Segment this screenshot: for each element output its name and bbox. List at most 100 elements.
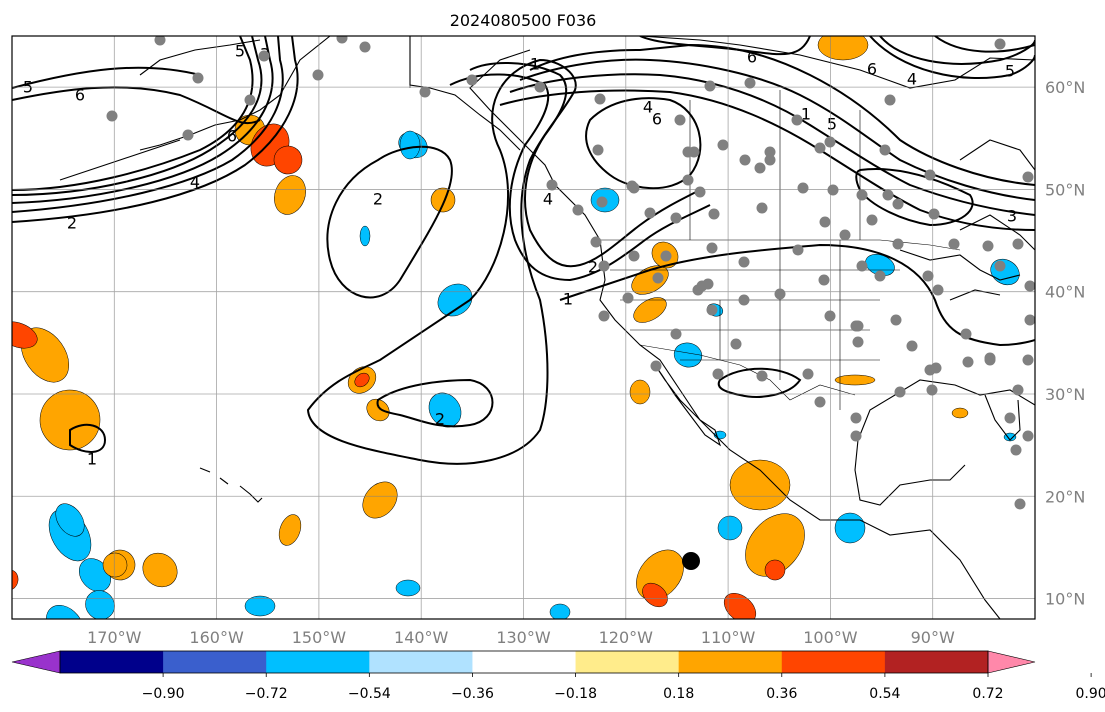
colorbar-swatch xyxy=(60,651,164,673)
contour-label: 4 xyxy=(907,70,917,89)
colorbar-tick-label: −0.36 xyxy=(451,686,494,702)
station-marker xyxy=(258,50,270,62)
anomaly-shade xyxy=(366,398,390,422)
station-marker xyxy=(984,354,996,366)
station-marker xyxy=(802,368,814,380)
contour-label: 5 xyxy=(827,115,837,134)
anomaly-shade xyxy=(273,145,303,175)
contour-line xyxy=(499,89,1035,231)
station-marker xyxy=(622,292,634,304)
colorbar-swatch xyxy=(472,651,577,673)
station-marker xyxy=(852,336,864,348)
anomaly-shade xyxy=(12,569,19,591)
latitude-label: 40°N xyxy=(1045,283,1085,302)
station-marker xyxy=(628,250,640,262)
coastline-aleutians xyxy=(59,139,181,181)
contour-line xyxy=(12,36,254,191)
station-marker xyxy=(738,294,750,306)
colorbar-swatch xyxy=(369,651,473,673)
station-marker xyxy=(1014,498,1026,510)
station-marker xyxy=(774,288,786,300)
station-marker xyxy=(852,320,864,332)
anomaly-shade xyxy=(0,0,22,19)
station-marker xyxy=(922,270,934,282)
anomaly-shade xyxy=(717,515,743,541)
anomaly-shade xyxy=(354,372,370,388)
contour-label: 3 xyxy=(1007,207,1017,226)
contour-line xyxy=(529,43,1035,186)
longitude-label: 150°W xyxy=(292,628,347,647)
contour-line xyxy=(306,58,577,465)
anomaly-shade xyxy=(102,552,128,578)
contour-label: 4 xyxy=(543,190,553,209)
station-marker xyxy=(756,202,768,214)
station-marker xyxy=(682,174,694,186)
contour-line xyxy=(69,423,107,453)
station-marker xyxy=(572,204,584,216)
station-marker xyxy=(712,368,724,380)
station-marker xyxy=(717,139,729,151)
station-marker xyxy=(644,207,656,219)
contour-label: 6 xyxy=(75,86,85,105)
station-marker xyxy=(1012,384,1024,396)
latitude-label: 60°N xyxy=(1045,78,1085,97)
anomaly-shade xyxy=(428,392,462,428)
anomaly-shade xyxy=(395,579,421,597)
station-marker xyxy=(670,328,682,340)
station-marker xyxy=(244,94,256,106)
latitude-labels: 10°N 20°N 30°N 40°N 50°N 60°N xyxy=(1045,78,1085,608)
station-marker xyxy=(1012,238,1024,250)
station-marker xyxy=(739,154,751,166)
station-marker xyxy=(419,86,431,98)
station-marker xyxy=(856,260,868,272)
contour-label: 2 xyxy=(588,258,598,277)
anomaly-shade xyxy=(399,130,421,160)
longitude-label: 110°W xyxy=(701,628,756,647)
colorbar-tick-label: 0.90 xyxy=(1076,686,1105,702)
station-marker xyxy=(818,274,830,286)
colorbar-tick-label: 0.36 xyxy=(766,686,797,702)
station-marker xyxy=(670,212,682,224)
colorbar-extend-high xyxy=(987,650,1036,674)
station-marker xyxy=(764,154,776,166)
station-marker xyxy=(866,214,878,226)
colorbar-boxes xyxy=(11,650,1036,674)
longitude-label: 90°W xyxy=(911,628,955,647)
anomaly-shading xyxy=(0,0,1020,619)
station-marker xyxy=(924,364,936,376)
political-borders xyxy=(409,36,961,410)
contour-line xyxy=(326,145,453,299)
border-us-mexico xyxy=(639,344,856,401)
station-marker xyxy=(797,182,809,194)
anomaly-shade xyxy=(764,559,786,581)
station-marker xyxy=(882,189,894,201)
anomaly-shade xyxy=(549,603,571,619)
station-marker xyxy=(879,144,891,156)
station-marker xyxy=(1022,354,1034,366)
contour-line xyxy=(934,36,1035,53)
station-marker xyxy=(706,304,718,316)
contour-line xyxy=(519,58,1035,201)
anomaly-shade xyxy=(629,379,651,405)
colorbar-outline xyxy=(59,650,989,674)
anomaly-shade xyxy=(55,503,85,537)
station-marker xyxy=(926,384,938,396)
station-marker xyxy=(1004,412,1016,424)
colorbar-tick-label: −0.54 xyxy=(348,686,391,702)
coastline-hawaii xyxy=(199,467,263,503)
station-marker xyxy=(696,280,708,292)
anomaly-shade xyxy=(633,297,667,323)
station-marker xyxy=(962,356,974,368)
anomaly-shade xyxy=(430,187,456,213)
station-marker xyxy=(466,74,478,86)
longitude-label: 160°W xyxy=(189,628,244,647)
station-marker xyxy=(827,184,839,196)
contour-line xyxy=(509,73,1035,216)
colorbar-tick-label: 0.54 xyxy=(869,686,900,702)
anomaly-shade xyxy=(274,175,306,215)
map-frame xyxy=(11,35,1036,620)
coastline-florida xyxy=(984,394,1021,441)
station-marker xyxy=(764,146,776,158)
station-marker xyxy=(154,36,166,46)
latitude-label: 50°N xyxy=(1045,180,1085,199)
